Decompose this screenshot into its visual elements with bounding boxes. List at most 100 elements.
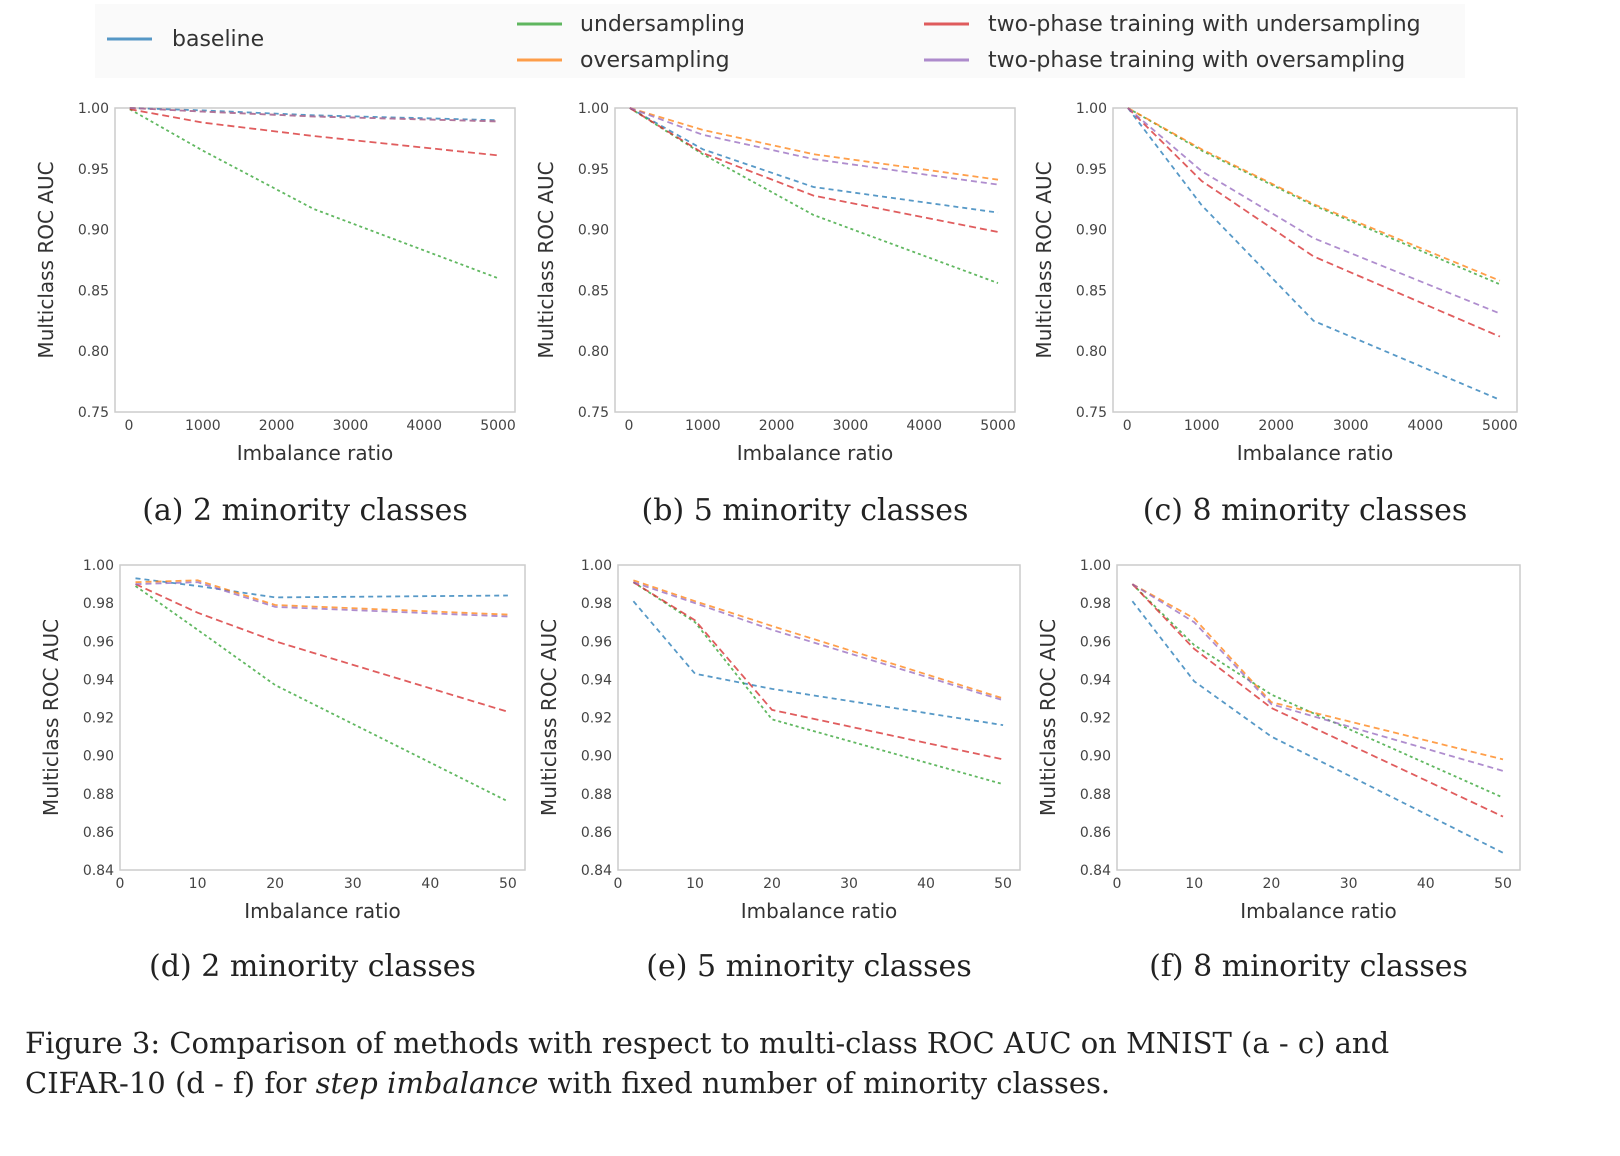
series-line-undersampling <box>1131 583 1504 799</box>
y-tick-label: 0.98 <box>83 596 114 612</box>
x-tick-label: 50 <box>1494 876 1512 892</box>
x-tick-label: 50 <box>499 876 517 892</box>
x-tick-label: 4000 <box>406 418 442 434</box>
y-tick-label: 0.88 <box>1080 787 1111 803</box>
series-line-two-phase-training-with-oversampling <box>1127 107 1501 315</box>
x-tick-label: 3000 <box>333 418 369 434</box>
panel-subtitle: (c) 8 minority classes <box>1143 493 1468 528</box>
chart-panel: 0.84 0.86 0.88 0.90 0.92 0.94 0.96 0.98 1.00 0 10 2… <box>1036 558 1521 984</box>
chart-panel: 0.75 0.80 0.85 0.90 0.95 1.00 0 1000 2000 3000 400… <box>534 101 1016 528</box>
y-tick-label: 0.94 <box>1080 672 1111 688</box>
x-tick-label: 3000 <box>833 418 869 434</box>
series-line-two-phase-training-with-oversampling <box>1131 583 1504 772</box>
y-tick-label: 0.80 <box>1076 344 1107 360</box>
y-tick-label: 0.98 <box>581 596 612 612</box>
x-axis-label: Imbalance ratio <box>741 899 898 923</box>
figure-caption-line-1: Figure 3: Comparison of methods with res… <box>25 1026 1390 1060</box>
series-line-two-phase-training-with-undersampling <box>129 108 499 157</box>
x-tick-label: 5000 <box>480 418 516 434</box>
x-tick-label: 1000 <box>185 418 221 434</box>
y-tick-label: 0.90 <box>581 749 612 765</box>
y-tick-label: 0.80 <box>578 344 609 360</box>
y-tick-label: 0.84 <box>1080 863 1111 879</box>
x-tick-label: 2000 <box>759 418 795 434</box>
caption-text-end: with fixed number of minority classes. <box>538 1066 1111 1100</box>
caption-text: CIFAR-10 (d - f) for <box>25 1066 316 1100</box>
x-tick-label: 4000 <box>906 418 942 434</box>
x-tick-label: 0 <box>1113 876 1122 892</box>
x-tick-label: 40 <box>421 876 439 892</box>
y-tick-label: 1.00 <box>1076 101 1107 117</box>
caption-italic: step imbalance <box>315 1066 539 1100</box>
legend-label-two-phase-under: two-phase training with undersampling <box>988 12 1421 37</box>
y-tick-label: 1.00 <box>578 101 609 117</box>
series-line-two-phase-training-with-oversampling <box>135 581 508 618</box>
y-tick-label: 0.96 <box>581 634 612 650</box>
x-axis-label: Imbalance ratio <box>1237 441 1394 465</box>
x-tick-label: 2000 <box>1258 418 1294 434</box>
x-tick-label: 4000 <box>1407 418 1443 434</box>
series-line-oversampling <box>1127 107 1501 282</box>
plot-area <box>114 107 516 413</box>
y-tick-label: 0.90 <box>1080 749 1111 765</box>
x-tick-label: 1000 <box>685 418 721 434</box>
y-tick-label: 0.86 <box>581 825 612 841</box>
plot-area <box>119 564 526 871</box>
x-tick-label: 40 <box>1417 876 1435 892</box>
x-tick-label: 10 <box>189 876 207 892</box>
y-axis-label: Multiclass ROC AUC <box>1036 619 1060 816</box>
y-tick-label: 0.84 <box>581 863 612 879</box>
y-axis-label: Multiclass ROC AUC <box>34 161 58 358</box>
x-tick-label: 5000 <box>1482 418 1518 434</box>
figure-caption-line-2: CIFAR-10 (d - f) for step imbalance with… <box>25 1066 1110 1100</box>
y-tick-label: 0.86 <box>1080 825 1111 841</box>
series-line-baseline <box>1127 107 1501 401</box>
y-tick-label: 0.75 <box>78 405 109 421</box>
y-tick-label: 0.92 <box>581 711 612 727</box>
series-line-baseline <box>632 600 1004 726</box>
y-tick-label: 0.92 <box>1080 711 1111 727</box>
y-tick-label: 0.84 <box>83 863 114 879</box>
x-tick-label: 20 <box>763 876 781 892</box>
figure: baseline undersampling oversampling two-… <box>34 4 1521 984</box>
x-tick-label: 30 <box>344 876 362 892</box>
series-line-two-phase-training-with-oversampling <box>633 581 1004 702</box>
series-line-oversampling <box>629 107 999 181</box>
y-tick-label: 0.85 <box>78 283 109 299</box>
x-tick-label: 10 <box>1185 876 1203 892</box>
panel-subtitle: (b) 5 minority classes <box>642 493 969 528</box>
y-tick-label: 0.75 <box>1076 405 1107 421</box>
panel-subtitle: (a) 2 minority classes <box>142 493 468 528</box>
legend-label-oversampling: oversampling <box>580 48 730 73</box>
y-axis-label: Multiclass ROC AUC <box>39 619 63 816</box>
y-tick-label: 0.88 <box>581 787 612 803</box>
legend-box <box>95 4 1465 78</box>
y-tick-label: 0.94 <box>83 672 114 688</box>
y-tick-label: 0.98 <box>1080 596 1111 612</box>
series-line-oversampling <box>633 579 1004 700</box>
y-axis-label: Multiclass ROC AUC <box>537 619 561 816</box>
x-tick-label: 3000 <box>1333 418 1369 434</box>
y-tick-label: 1.00 <box>78 101 109 117</box>
y-axis-label: Multiclass ROC AUC <box>534 161 558 358</box>
x-tick-label: 1000 <box>1184 418 1220 434</box>
series-line-undersampling <box>134 585 509 803</box>
series-line-oversampling <box>135 579 508 616</box>
series-line-baseline <box>1131 600 1504 854</box>
x-axis-label: Imbalance ratio <box>737 441 894 465</box>
series-line-two-phase-training-with-undersampling <box>135 583 509 713</box>
x-tick-label: 0 <box>625 418 634 434</box>
series-line-undersampling <box>129 108 499 280</box>
y-tick-label: 0.86 <box>83 825 114 841</box>
panel-subtitle: (e) 5 minority classes <box>646 949 971 984</box>
y-tick-label: 0.95 <box>1076 162 1107 178</box>
y-tick-label: 0.95 <box>578 162 609 178</box>
x-axis-label: Imbalance ratio <box>1240 899 1397 923</box>
x-tick-label: 0 <box>614 876 623 892</box>
chart-panel: 0.75 0.80 0.85 0.90 0.95 1.00 0 1000 2000 3000 400… <box>34 101 516 528</box>
legend-label-two-phase-over: two-phase training with oversampling <box>988 48 1405 73</box>
series-line-undersampling <box>629 107 999 284</box>
x-tick-label: 50 <box>994 876 1012 892</box>
panel-subtitle: (d) 2 minority classes <box>149 949 476 984</box>
y-tick-label: 0.95 <box>78 162 109 178</box>
